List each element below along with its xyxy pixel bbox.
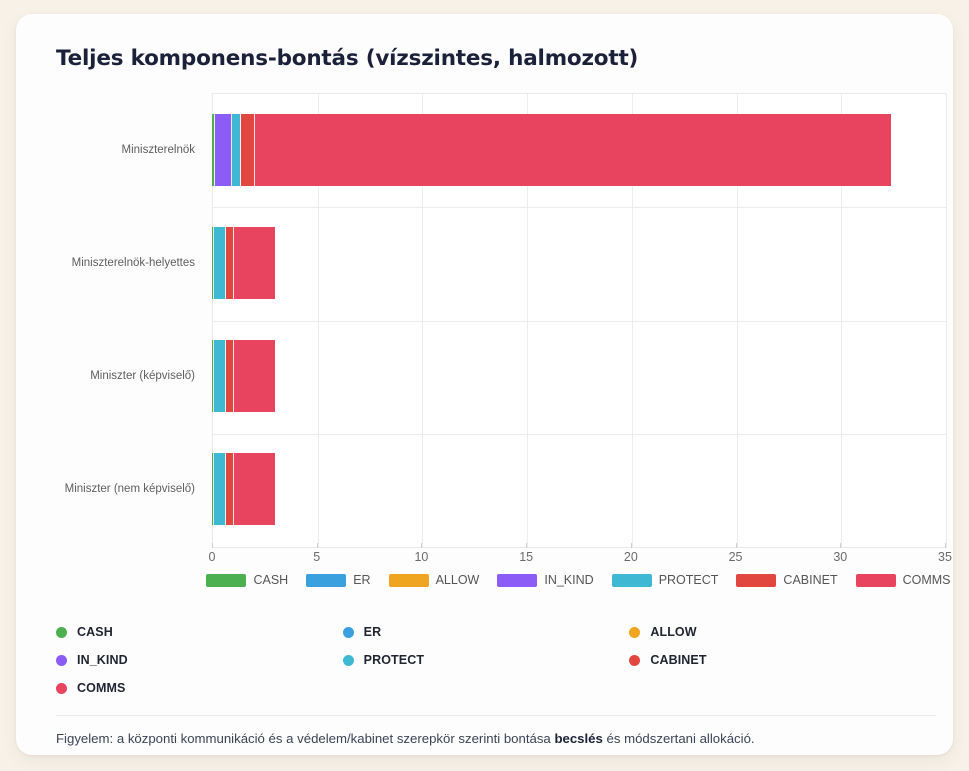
y-axis-category-label: Miniszter (képviselő) — [90, 370, 195, 383]
bar-segment-cabinet[interactable] — [225, 340, 234, 413]
x-tick-mark — [421, 543, 423, 548]
x-tick-mark — [316, 543, 318, 548]
gridline-horizontal — [213, 320, 946, 322]
chart-legend-item-allow[interactable]: ALLOW — [388, 573, 480, 587]
y-axis-category-label: Miniszterelnök-helyettes — [71, 256, 195, 269]
x-tick-label: 5 — [313, 550, 321, 564]
gridline-horizontal — [213, 433, 946, 435]
y-axis-category-label: Miniszter (nem képviselő) — [64, 483, 195, 496]
x-tick-label: 25 — [728, 550, 743, 564]
legend-dot-icon — [342, 654, 354, 666]
x-tick-mark — [735, 543, 737, 548]
bar-segment-comms[interactable] — [233, 226, 275, 299]
bar-segment-comms[interactable] — [255, 113, 891, 186]
legend-item-cabinet[interactable]: CABINET — [629, 653, 916, 667]
stacked-bar[interactable] — [212, 453, 275, 526]
x-tick-mark — [840, 543, 842, 548]
x-tick-mark — [212, 543, 213, 548]
bar-segment-cabinet[interactable] — [225, 226, 234, 299]
x-tick-label: 15 — [519, 550, 534, 564]
x-tick-mark — [526, 543, 528, 548]
legend-swatch-icon — [497, 573, 538, 587]
chart-legend-item-protect[interactable]: PROTECT — [611, 573, 719, 587]
stacked-bar[interactable] — [212, 113, 891, 186]
bar-segment-protect[interactable] — [214, 226, 226, 299]
chart-legend-label: CABINET — [783, 573, 838, 587]
legend-item-allow[interactable]: ALLOW — [629, 625, 916, 639]
legend-item-label: COMMS — [77, 681, 126, 695]
bar-segment-in_kind[interactable] — [214, 113, 233, 186]
legend-item-label: CASH — [77, 625, 113, 639]
chart-card: Teljes komponens-bontás (vízszintes, hal… — [16, 14, 953, 755]
bar-segment-protect[interactable] — [232, 113, 241, 186]
legend-item-cash[interactable]: CASH — [56, 625, 343, 639]
bar-segment-comms[interactable] — [233, 453, 275, 526]
gridline-horizontal — [213, 207, 946, 209]
legend-item-label: PROTECT — [363, 653, 425, 667]
legend-dot-icon — [629, 626, 641, 638]
legend-item-label: ALLOW — [650, 625, 697, 639]
legend-item-label: ER — [363, 625, 382, 639]
bar-segment-protect[interactable] — [214, 453, 226, 526]
x-tick-label: 20 — [623, 550, 638, 564]
page-title: Teljes komponens-bontás (vízszintes, hal… — [56, 46, 639, 71]
legend-swatch-icon — [388, 573, 429, 587]
chart-legend-label: ER — [353, 573, 371, 587]
chart-legend-label: CASH — [253, 573, 289, 587]
legend-item-label: IN_KIND — [77, 653, 128, 667]
legend-dot-icon — [56, 682, 67, 694]
y-axis-category-label: Miniszterelnök — [121, 143, 196, 156]
chart-legend-item-in_kind[interactable]: IN_KIND — [497, 573, 594, 587]
legend-swatch-icon — [206, 573, 247, 587]
bar-segment-cabinet[interactable] — [240, 113, 256, 186]
bar-segment-protect[interactable] — [214, 340, 226, 413]
legend-swatch-icon — [611, 573, 652, 587]
legend-dot-icon — [342, 626, 354, 638]
footer-divider — [56, 715, 936, 716]
bar-segment-cash[interactable] — [212, 226, 215, 299]
footer-note-emphasis: becslés — [554, 731, 603, 746]
stacked-bar[interactable] — [212, 340, 275, 413]
legend-swatch-icon — [736, 573, 777, 587]
x-tick-mark — [945, 543, 946, 548]
chart-legend-label: PROTECT — [658, 573, 719, 587]
chart-legend-label: ALLOW — [435, 573, 480, 587]
bar-segment-comms[interactable] — [233, 340, 275, 413]
legend-grid: CASH ER ALLOW IN_KIND PROTECT CABINET COMMS — [56, 625, 916, 695]
x-tick-label: 10 — [414, 550, 429, 564]
footer-note: Figyelem: a központi kommunikáció és a v… — [56, 730, 931, 748]
legend-item-label: CABINET — [650, 653, 707, 667]
x-tick-mark — [630, 543, 632, 548]
x-tick-label: 30 — [833, 550, 848, 564]
chart-legend-label: IN_KIND — [544, 573, 594, 587]
legend-dot-icon — [56, 654, 67, 666]
chart-legend-item-cabinet[interactable]: CABINET — [736, 573, 838, 587]
bar-segment-cabinet[interactable] — [225, 453, 234, 526]
chart-legend-item-er[interactable]: ER — [306, 573, 371, 587]
chart-legend-label: COMMS — [902, 573, 951, 587]
bar-segment-cash[interactable] — [212, 453, 215, 526]
bar-segment-cash[interactable] — [212, 340, 215, 413]
x-tick-label: 35 — [938, 550, 952, 564]
legend-item-comms[interactable]: COMMS — [56, 681, 343, 695]
chart-legend-item-comms[interactable]: COMMS — [855, 573, 951, 587]
legend-item-protect[interactable]: PROTECT — [342, 653, 630, 667]
legend-swatch-icon — [855, 573, 896, 587]
chart-legend-item-cash[interactable]: CASH — [206, 573, 288, 587]
chart-container: 0 5 10 15 20 25 30 35 Miniszterelnök Miniszterel… — [38, 89, 952, 599]
stacked-bar[interactable] — [212, 226, 275, 299]
legend-dot-icon — [629, 654, 641, 666]
footer-note-suffix: és módszertani allokáció. — [602, 731, 755, 746]
legend-item-in_kind[interactable]: IN_KIND — [56, 653, 343, 667]
legend-item-er[interactable]: ER — [342, 625, 630, 639]
bar-segment-cash[interactable] — [212, 113, 215, 186]
chart-legend[interactable]: CASH ER ALLOW IN_KIND PROTECT CABINET COMMS — [206, 573, 951, 587]
legend-swatch-icon — [306, 573, 347, 587]
legend-dot-icon — [56, 626, 67, 638]
footer-note-prefix: Figyelem: a központi kommunikáció és a v… — [56, 731, 555, 746]
x-tick-label: 0 — [208, 550, 216, 564]
